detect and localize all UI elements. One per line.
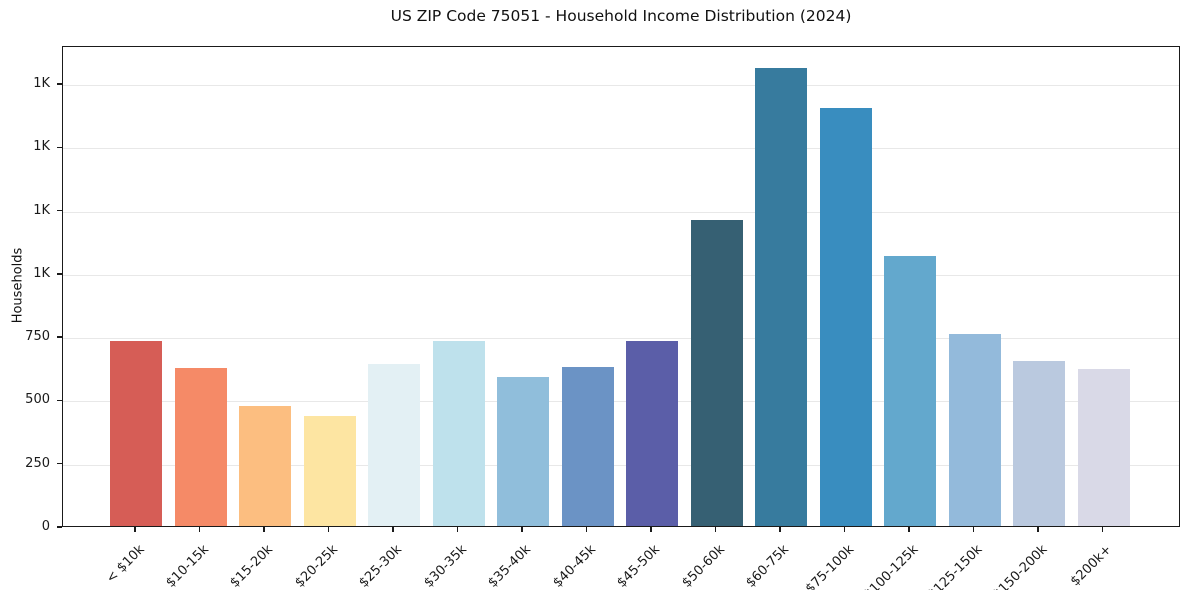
bar: [561, 366, 614, 526]
bar: [174, 367, 227, 526]
x-tick-label: $30-35k: [421, 542, 470, 590]
x-tick-label: $45-50k: [614, 542, 664, 590]
gridline: [63, 338, 1179, 340]
plot-area: [62, 46, 1180, 527]
bar: [690, 219, 743, 526]
x-tick-mark: [198, 527, 201, 532]
x-tick-mark: [843, 527, 846, 532]
gridline: [63, 84, 1179, 86]
bar: [110, 341, 162, 526]
bar: [303, 415, 356, 526]
x-tick-mark: [263, 527, 265, 532]
y-tick-mark: [57, 146, 62, 148]
bar: [1013, 361, 1065, 526]
bar: [368, 363, 420, 526]
x-tick-mark: [779, 527, 781, 532]
x-tick-label: $20-25k: [292, 542, 341, 590]
y-tick-label: 1K: [33, 202, 50, 218]
y-tick-label: 500: [25, 392, 50, 408]
gridline: [63, 464, 1179, 466]
gridline: [63, 148, 1179, 150]
x-tick-label: $150-200k: [990, 542, 1051, 590]
x-tick-mark: [1037, 527, 1039, 532]
x-tick-label: $25-30k: [356, 542, 406, 590]
x-tick-mark: [908, 527, 910, 532]
gridline: [63, 211, 1179, 213]
bar: [239, 405, 291, 526]
x-tick-label: $60-75k: [743, 542, 793, 590]
x-tick-mark: [521, 527, 523, 532]
y-tick-mark: [57, 209, 62, 212]
y-tick-label: 1K: [33, 75, 50, 91]
x-tick-label: $10-15k: [163, 542, 212, 590]
bar: [432, 341, 485, 526]
y-tick-mark: [57, 273, 62, 275]
bar: [755, 67, 807, 526]
y-tick-mark: [57, 83, 62, 85]
bar: [884, 256, 936, 526]
x-tick-label: $100-125k: [861, 542, 922, 590]
x-tick-mark: [1101, 527, 1104, 532]
x-tick-mark: [327, 527, 330, 532]
gridline: [63, 401, 1179, 403]
bar: [1077, 369, 1130, 526]
y-axis-label: Households: [10, 247, 26, 324]
x-tick-label: < $10k: [103, 542, 148, 587]
gridline: [63, 274, 1179, 276]
chart-title: US ZIP Code 75051 - Household Income Dis…: [390, 7, 852, 25]
y-tick-mark: [57, 526, 62, 528]
bar: [819, 108, 872, 526]
x-tick-label: $75-100k: [802, 542, 857, 590]
x-tick-mark: [392, 527, 394, 532]
x-tick-label: $200k+: [1067, 542, 1115, 590]
bar: [948, 333, 1001, 526]
y-tick-label: 250: [25, 455, 50, 471]
y-tick-label: 1K: [33, 139, 50, 155]
x-tick-label: $15-20k: [227, 542, 277, 590]
y-tick-mark: [57, 463, 62, 465]
x-tick-label: $50-60k: [679, 542, 728, 590]
x-tick-label: $40-45k: [550, 542, 599, 590]
x-tick-mark: [456, 527, 459, 532]
y-tick-label: 0: [41, 519, 50, 534]
x-tick-mark: [650, 527, 652, 532]
bar: [626, 341, 678, 526]
y-tick-label: 750: [25, 329, 50, 345]
x-tick-label: $125-150k: [925, 542, 986, 590]
y-tick-mark: [57, 336, 62, 338]
bar: [497, 376, 549, 526]
x-tick-mark: [972, 527, 975, 532]
y-tick-label: 1K: [33, 265, 50, 281]
x-tick-mark: [134, 527, 136, 532]
x-tick-mark: [585, 527, 588, 532]
y-tick-mark: [57, 399, 62, 402]
x-tick-label: $35-40k: [485, 542, 535, 590]
x-tick-mark: [714, 527, 717, 532]
